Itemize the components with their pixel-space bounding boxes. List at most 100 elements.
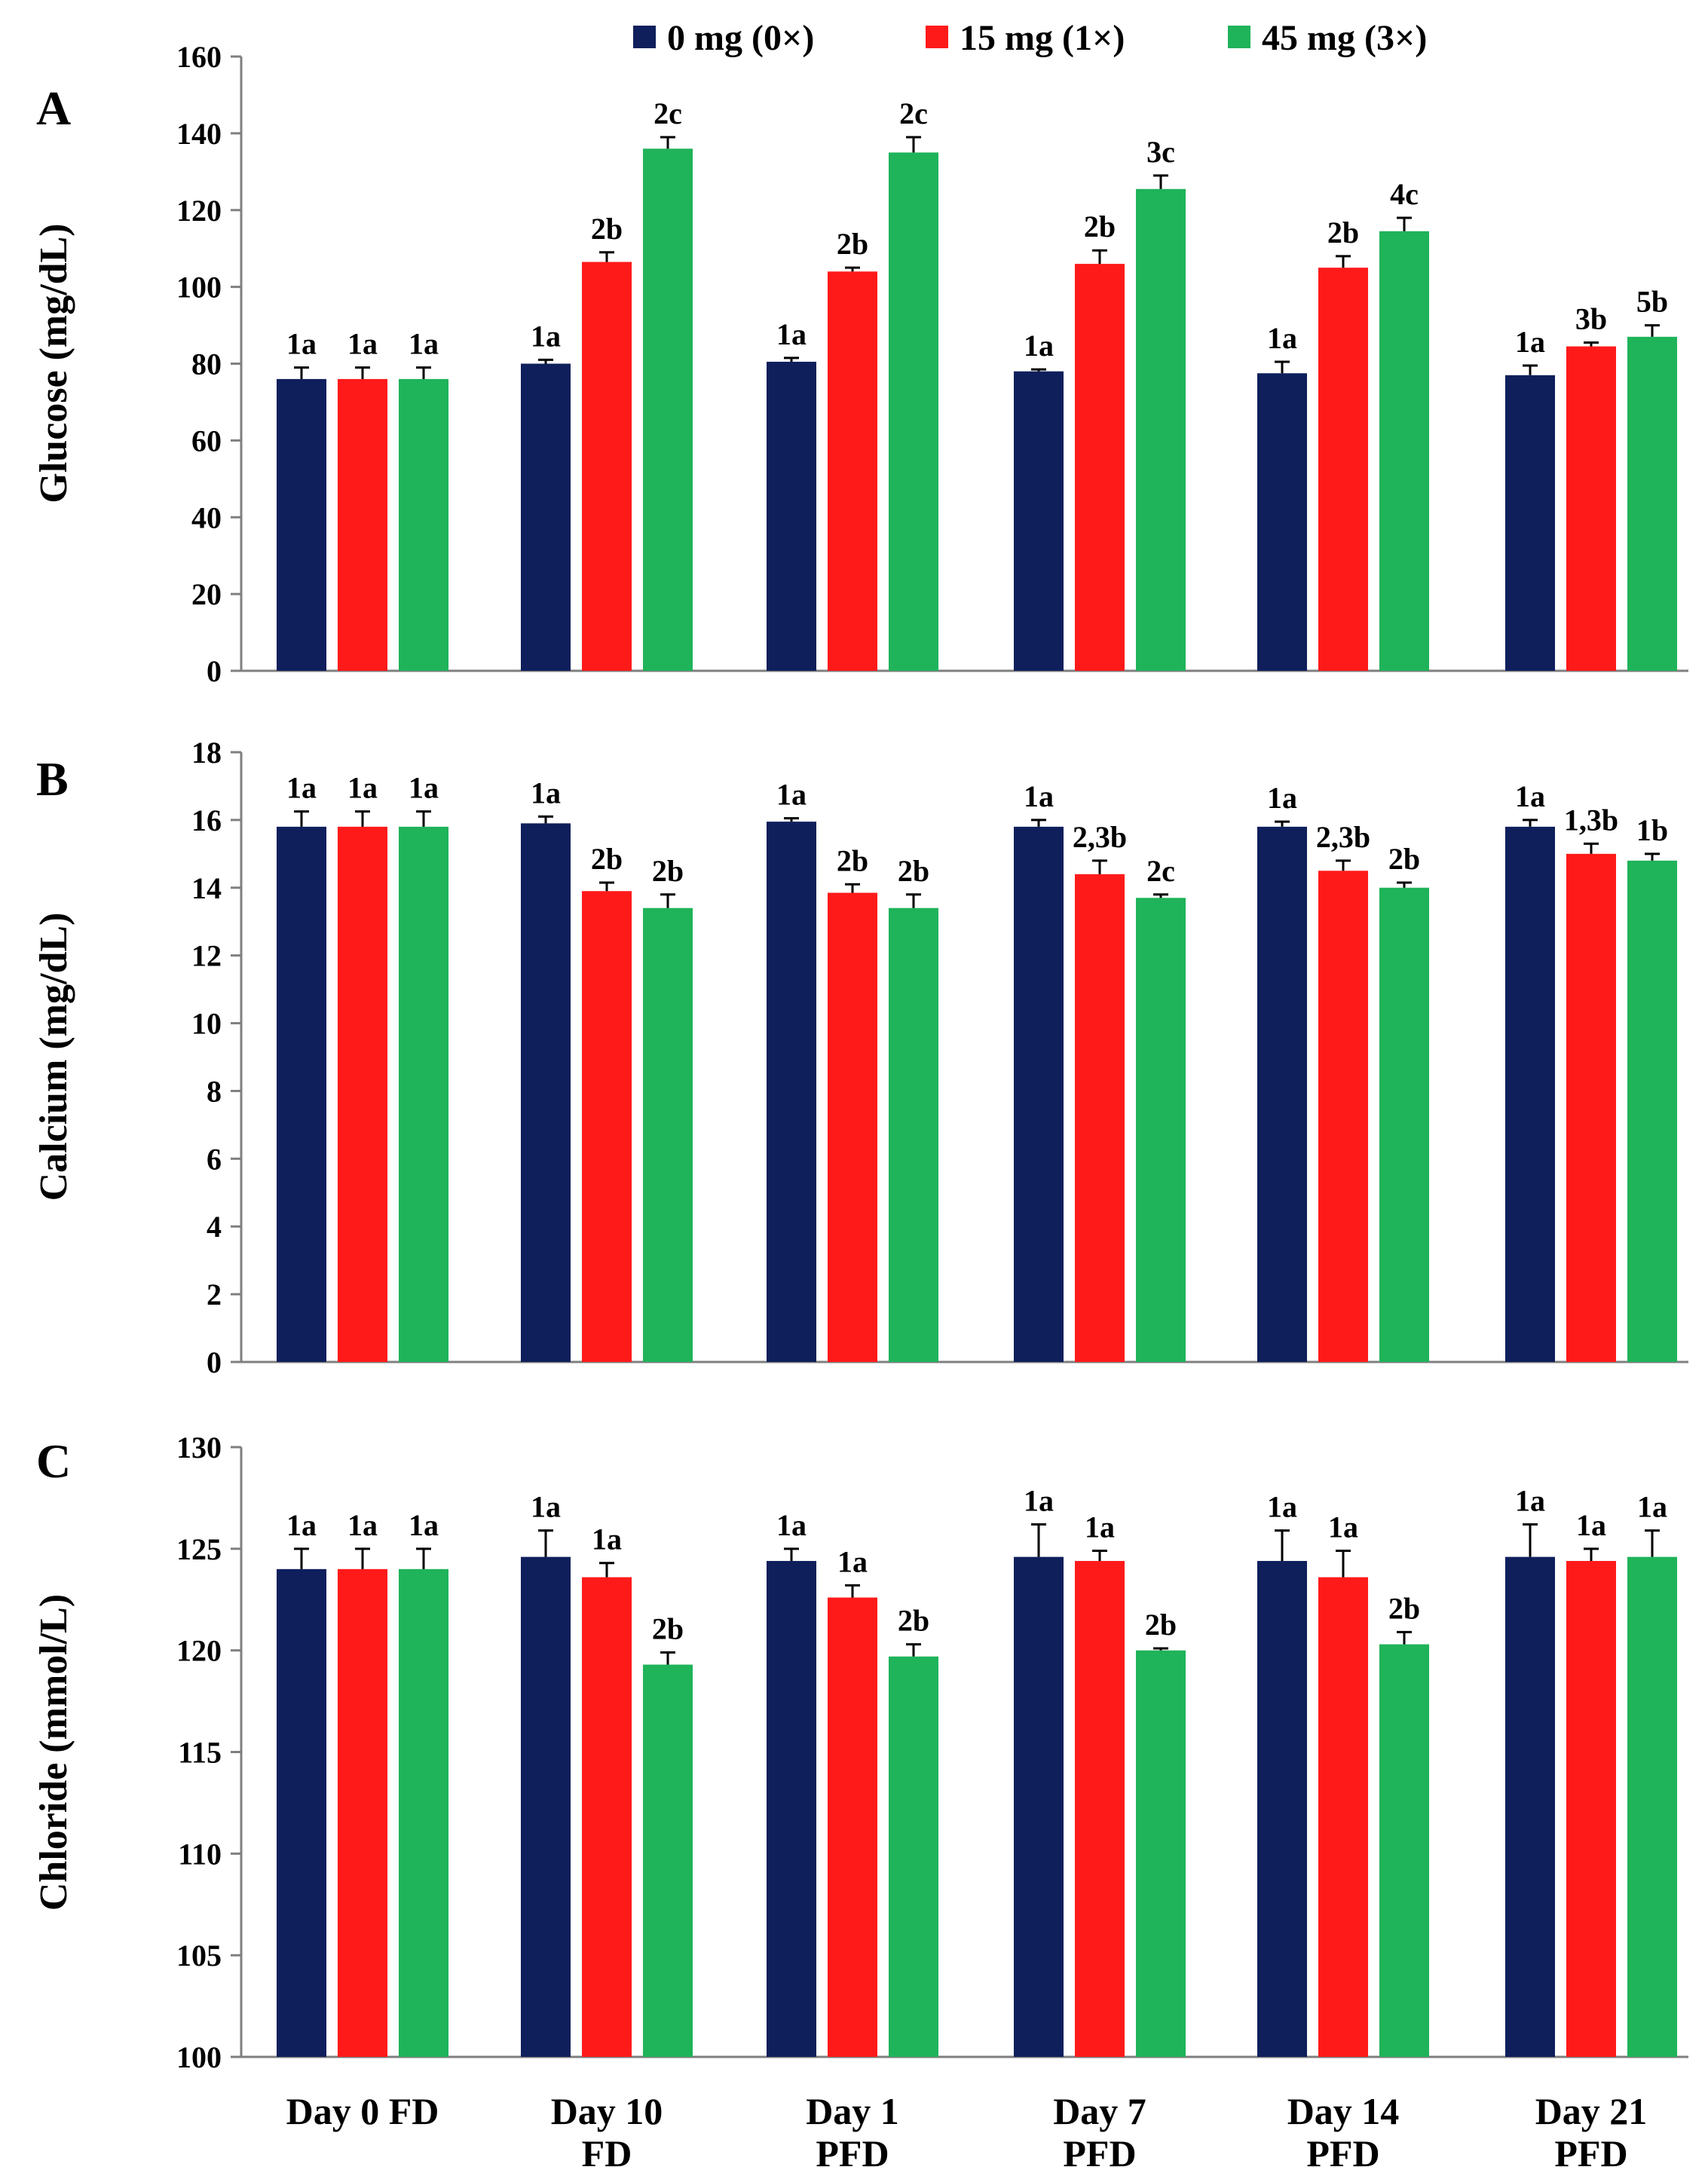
y-tick-label: 16 — [191, 803, 222, 837]
y-tick-label: 12 — [191, 939, 222, 973]
significance-label: 1a — [1328, 1510, 1358, 1544]
bar-0mg — [277, 1568, 326, 2057]
bar-15mg — [1566, 1561, 1616, 2057]
y-tick-label: 110 — [178, 1837, 222, 1871]
significance-label: 4c — [1390, 177, 1419, 211]
bar-15mg — [828, 271, 877, 671]
bar-15mg — [1318, 1577, 1368, 2057]
significance-label: 1a — [1515, 779, 1545, 813]
significance-label: 2b — [591, 212, 623, 246]
bar-15mg — [582, 891, 632, 1362]
bar-15mg — [1566, 346, 1616, 671]
significance-label: 2b — [1084, 210, 1116, 243]
significance-label: 2c — [899, 96, 928, 130]
x-category-label: PFD — [1306, 2132, 1379, 2174]
significance-label: 1a — [1024, 329, 1054, 363]
y-axis-label: Calcium (mg/dL) — [32, 913, 75, 1201]
y-tick-label: 10 — [191, 1007, 222, 1041]
significance-label: 2b — [898, 854, 929, 888]
significance-label: 1a — [347, 1508, 378, 1542]
significance-label: 1a — [776, 778, 807, 812]
y-axis-label: Chloride (mmol/L) — [32, 1594, 75, 1911]
y-tick-label: 100 — [176, 271, 222, 305]
legend-label-45mg: 45 mg (3×) — [1262, 18, 1427, 58]
x-category-label: FD — [582, 2132, 632, 2174]
y-tick-label: 4 — [207, 1210, 222, 1244]
bar-45mg — [1627, 860, 1677, 1362]
bar-15mg — [1075, 874, 1125, 1362]
x-category-label: Day 21 — [1535, 2090, 1648, 2132]
significance-label: 2c — [1146, 854, 1175, 888]
significance-label: 1a — [1637, 1490, 1667, 1524]
bar-0mg — [1257, 373, 1307, 671]
bar-0mg — [1014, 1556, 1064, 2057]
y-tick-label: 120 — [176, 194, 222, 228]
y-tick-label: 14 — [191, 871, 222, 905]
bar-15mg — [828, 1597, 877, 2057]
y-tick-label: 160 — [176, 40, 222, 74]
significance-label: 1a — [531, 776, 561, 809]
bar-0mg — [1505, 375, 1555, 671]
bar-0mg — [767, 1561, 816, 2057]
bar-45mg — [399, 826, 448, 1362]
bar-45mg — [889, 1656, 938, 2057]
y-tick-label: 140 — [176, 117, 222, 151]
x-category-label: PFD — [1554, 2132, 1627, 2174]
bar-45mg — [889, 907, 938, 1362]
significance-label: 5b — [1636, 285, 1668, 319]
significance-label: 1a — [531, 1490, 561, 1524]
y-tick-label: 18 — [191, 736, 222, 770]
x-category-label: PFD — [1063, 2132, 1136, 2174]
y-tick-label: 60 — [191, 424, 222, 458]
bar-0mg — [521, 363, 571, 671]
bar-15mg — [338, 826, 387, 1362]
y-tick-label: 80 — [191, 347, 222, 381]
significance-label: 3c — [1146, 135, 1175, 169]
bar-15mg — [338, 378, 387, 671]
y-tick-label: 8 — [207, 1074, 222, 1108]
significance-label: 1a — [1515, 1483, 1545, 1517]
legend-swatch-45mg — [1228, 26, 1250, 48]
significance-label: 1b — [1636, 813, 1668, 847]
significance-label: 1a — [592, 1523, 622, 1556]
significance-label: 2c — [654, 96, 682, 130]
significance-label: 1a — [1267, 781, 1297, 815]
significance-label: 2b — [1388, 1591, 1420, 1625]
bar-45mg — [1379, 887, 1429, 1362]
significance-label: 3b — [1575, 301, 1607, 335]
y-tick-label: 0 — [207, 654, 222, 688]
bar-0mg — [1014, 826, 1064, 1362]
panel-label-b: B — [36, 752, 69, 806]
bar-45mg — [399, 1568, 448, 2057]
bar-45mg — [1627, 336, 1677, 671]
y-tick-label: 120 — [176, 1634, 222, 1668]
significance-label: 2b — [1388, 842, 1420, 876]
bar-45mg — [1136, 188, 1186, 671]
bar-45mg — [643, 148, 693, 671]
bar-15mg — [828, 892, 877, 1362]
significance-label: 1a — [286, 771, 317, 805]
bar-0mg — [1257, 1561, 1307, 2057]
significance-label: 2b — [652, 854, 684, 888]
significance-label: 2,3b — [1073, 820, 1127, 854]
y-tick-label: 100 — [176, 2040, 222, 2074]
bar-0mg — [1505, 1556, 1555, 2057]
significance-label: 1a — [1024, 1483, 1054, 1517]
panel-calcium: 0 2 4 6 8 10 12 14 16 18 Calcium (mg/dL) 1a 1a 1a 1a 1a… — [32, 736, 1688, 1379]
significance-label: 2b — [837, 843, 868, 877]
significance-label: 1a — [347, 771, 378, 805]
significance-label: 1a — [531, 319, 561, 353]
bar-0mg — [521, 823, 571, 1362]
legend-swatch-15mg — [926, 26, 948, 48]
significance-label: 1a — [286, 327, 317, 361]
bar-0mg — [767, 361, 816, 671]
y-tick-label: 115 — [178, 1736, 222, 1770]
y-tick-label: 125 — [176, 1532, 222, 1566]
significance-label: 2b — [591, 842, 623, 876]
bar-15mg — [1075, 1561, 1125, 2057]
significance-label: 1a — [776, 317, 807, 351]
significance-label: 1a — [837, 1544, 868, 1578]
y-tick-label: 0 — [207, 1345, 222, 1379]
significance-label: 2,3b — [1316, 820, 1370, 854]
y-tick-label: 6 — [207, 1142, 222, 1176]
